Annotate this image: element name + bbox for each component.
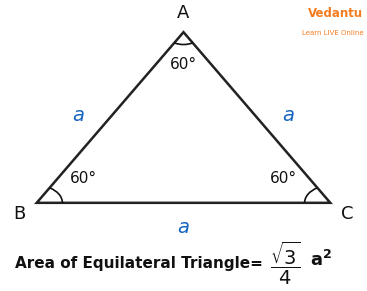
Text: $\mathbf{a^2}$: $\mathbf{a^2}$ bbox=[310, 249, 332, 270]
Polygon shape bbox=[37, 32, 330, 203]
Text: C: C bbox=[341, 205, 354, 223]
Text: B: B bbox=[14, 205, 26, 223]
Text: 60°: 60° bbox=[70, 171, 97, 186]
Text: a: a bbox=[178, 218, 189, 237]
Text: A: A bbox=[177, 4, 190, 22]
Text: 60°: 60° bbox=[270, 171, 297, 186]
Text: a: a bbox=[283, 106, 295, 125]
Text: $\dfrac{\sqrt{3}}{4}$: $\dfrac{\sqrt{3}}{4}$ bbox=[270, 240, 301, 288]
Text: Learn LIVE Online: Learn LIVE Online bbox=[302, 30, 363, 36]
Text: 60°: 60° bbox=[170, 57, 197, 72]
Text: Area of Equilateral Triangle=: Area of Equilateral Triangle= bbox=[15, 256, 262, 271]
Text: a: a bbox=[72, 106, 84, 125]
Text: Vedantu: Vedantu bbox=[308, 8, 363, 20]
